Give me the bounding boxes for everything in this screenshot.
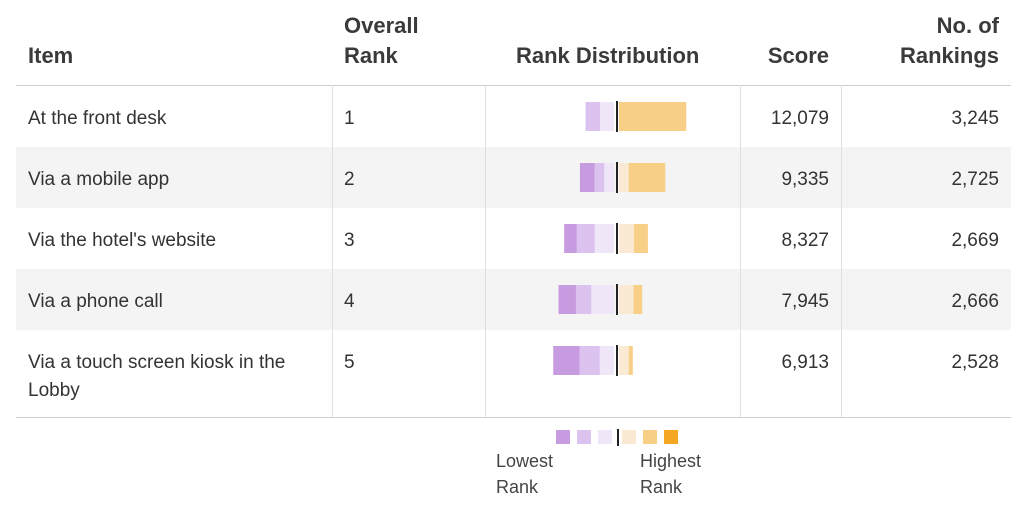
header-item[interactable]: Item (28, 43, 74, 68)
distribution-segment-rank-2 (619, 163, 629, 192)
rank-distribution-bar (564, 223, 648, 254)
distribution-midline (616, 345, 618, 376)
distribution-segment-rank-2 (619, 346, 629, 375)
header-score[interactable]: Score (767, 43, 829, 68)
row-rank: 3 (344, 230, 355, 251)
legend-midline (617, 429, 619, 446)
distribution-midline (616, 223, 618, 254)
table-row: Via a touch screen kiosk in the Lobby 5 … (16, 330, 1011, 417)
row-item: Via a phone call (28, 291, 163, 312)
distribution-segment-rank-4 (594, 163, 605, 192)
distribution-segment-rank-3 (599, 346, 614, 375)
row-num-rankings: 2,725 (951, 169, 999, 190)
legend-swatch (556, 430, 570, 444)
distribution-segment-rank-5 (579, 163, 595, 192)
row-score: 12,079 (770, 108, 829, 129)
row-score: 9,335 (781, 169, 829, 190)
distribution-segment-rank-3 (594, 224, 614, 253)
header-num-rankings-line2: Rankings (899, 43, 999, 68)
row-rank: 5 (344, 352, 355, 373)
header-num-rankings-line1: No. of (936, 13, 999, 38)
rankings-table: Item Overall Rank Rank Distribution Scor… (16, 0, 1011, 417)
legend-lowest-rank: Lowest Rank (496, 451, 554, 497)
distribution-segment-rank-2 (619, 224, 635, 253)
table-row: Via a mobile app 2 9,335 2,725 (16, 147, 1011, 208)
distribution-segment-rank-4 (585, 102, 601, 131)
table-bottom-border (16, 417, 1011, 418)
header-num-rankings[interactable]: No. of Rankings (859, 11, 999, 71)
distribution-segment-rank-1 (633, 285, 643, 314)
table-row: Via the hotel's website 3 8,327 2,669 (16, 208, 1011, 269)
row-score: 7,945 (781, 291, 829, 312)
row-rank: 4 (344, 291, 355, 312)
row-num-rankings: 2,669 (951, 230, 999, 251)
legend-swatch (643, 430, 657, 444)
column-divider (332, 85, 333, 417)
rank-distribution-bar (558, 284, 643, 315)
legend-swatch (622, 430, 636, 444)
distribution-segment-rank-3 (591, 285, 614, 314)
row-item: Via a touch screen kiosk in the Lobby (28, 352, 286, 401)
row-rank: 2 (344, 169, 355, 190)
row-rank: 1 (344, 108, 355, 129)
rank-distribution-bar (579, 162, 666, 193)
legend-swatch (664, 430, 678, 444)
distribution-segment-rank-2 (619, 285, 634, 314)
row-score: 8,327 (781, 230, 829, 251)
header-overall-rank-line1: Overall (344, 13, 419, 38)
row-num-rankings: 3,245 (951, 108, 999, 129)
rank-distribution-bar (553, 345, 633, 376)
table-row: At the front desk 1 12,079 3,245 (16, 86, 1011, 147)
distribution-segment-rank-5 (564, 224, 577, 253)
distribution-midline (616, 162, 618, 193)
header-overall-rank[interactable]: Overall Rank (344, 11, 474, 71)
distribution-segment-rank-5 (553, 346, 580, 375)
distribution-segment-rank-1 (628, 346, 633, 375)
table-row: Via a phone call 4 7,945 2,666 (16, 269, 1011, 330)
row-item: Via a mobile app (28, 169, 170, 190)
rank-color-legend (556, 429, 678, 446)
header-overall-rank-line2: Rank (344, 43, 398, 68)
distribution-segment-rank-3 (604, 163, 614, 192)
distribution-segment-rank-4 (579, 346, 600, 375)
distribution-segment-rank-3 (600, 102, 614, 131)
row-score: 6,913 (781, 352, 829, 373)
distribution-segment-rank-1 (628, 163, 666, 192)
table-header: Item Overall Rank Rank Distribution Scor… (16, 0, 1011, 86)
legend-highest-rank: Highest Rank (640, 451, 702, 497)
distribution-segment-rank-4 (575, 285, 592, 314)
legend-swatch (598, 430, 612, 444)
distribution-segment-rank-1 (634, 224, 648, 253)
row-item: Via the hotel's website (28, 230, 217, 251)
distribution-segment-rank-4 (576, 224, 595, 253)
column-divider (740, 85, 741, 417)
rank-distribution-bar (585, 101, 687, 132)
header-rank-distribution: Rank Distribution (516, 43, 700, 68)
distribution-segment-rank-1 (619, 102, 687, 131)
distribution-midline (616, 101, 618, 132)
row-item: At the front desk (28, 108, 167, 129)
distribution-midline (616, 284, 618, 315)
distribution-segment-rank-5 (558, 285, 576, 314)
column-divider (841, 85, 842, 417)
column-divider (485, 85, 486, 417)
row-num-rankings: 2,528 (951, 352, 999, 373)
legend-swatch (577, 430, 591, 444)
row-num-rankings: 2,666 (951, 291, 999, 312)
